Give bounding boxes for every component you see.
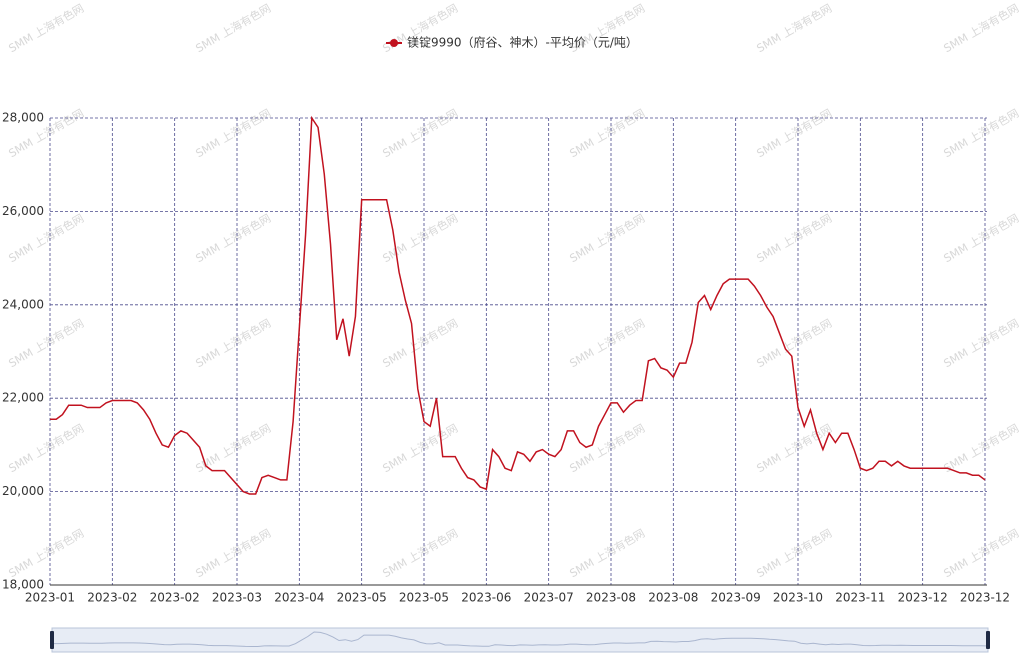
watermark: SMM 上海有色网 [941,421,1021,475]
x-tick-label: 2023-05 [399,591,449,605]
watermark: SMM 上海有色网 [754,1,834,55]
x-tick-label: 2023-06 [461,591,511,605]
x-tick-label: 2023-12 [898,591,948,605]
x-tick-label: 2023-02 [87,591,137,605]
watermark: SMM 上海有色网 [567,316,647,370]
watermark: SMM 上海有色网 [6,526,86,580]
x-tick-label: 2023-11 [835,591,885,605]
watermark: SMM 上海有色网 [754,211,834,265]
watermark: SMM 上海有色网 [193,211,273,265]
y-tick-label: 24,000 [2,297,44,311]
legend-label: 镁锭9990（府谷、神木）-平均价（元/吨） [407,35,638,50]
x-tick-label: 2023-02 [150,591,200,605]
legend-marker [390,39,398,47]
watermark: SMM 上海有色网 [193,526,273,580]
watermark: SMM 上海有色网 [567,106,647,160]
y-tick-label: 20,000 [2,484,44,498]
watermark: SMM 上海有色网 [380,421,460,475]
y-tick-label: 18,000 [2,578,44,592]
zoom-handle[interactable] [986,631,990,649]
watermark: SMM 上海有色网 [6,421,86,475]
x-tick-label: 2023-10 [773,591,823,605]
grid: 18,000 20,000 22,000 24,000 26,000 28,000 2023… [2,111,1010,605]
zoom-preview [52,631,989,647]
watermark: SMM 上海有色网 [567,421,647,475]
watermark: SMM 上海有色网 [941,211,1021,265]
watermark: SMM 上海有色网 [380,316,460,370]
watermark: SMM 上海有色网 [941,316,1021,370]
watermark: SMM 上海有色网 [754,316,834,370]
x-tick-label: 2023-08 [648,591,698,605]
zoom-track [51,627,989,653]
x-tick-label: 2023-04 [274,591,324,605]
x-tick-label: 2023-08 [586,591,636,605]
watermark: SMM 上海有色网 [6,316,86,370]
watermark: SMM 上海有色网 [6,211,86,265]
watermark: SMM 上海有色网 [380,106,460,160]
plot [50,115,986,495]
watermarks: SMM 上海有色网 SMM 上海有色网 SMM 上海有色网 SMM 上海有色网 SMM … [6,1,1021,580]
line [50,115,986,495]
zoom-handle[interactable] [50,631,54,649]
watermark: SMM 上海有色网 [941,526,1021,580]
legend[interactable]: 镁锭9990（府谷、神木）-平均价（元/吨） [386,35,638,50]
x-tick-label: 2023-03 [212,591,262,605]
watermark: SMM 上海有色网 [193,106,273,160]
x-tick-label: 2023-12 [960,591,1010,605]
watermark: SMM 上海有色网 [567,526,647,580]
watermark: SMM 上海有色网 [754,526,834,580]
watermark: SMM 上海有色网 [193,316,273,370]
watermark: SMM 上海有色网 [754,106,834,160]
watermark: SMM 上海有色网 [941,1,1021,55]
y-tick-label: 22,000 [2,391,44,405]
x-tick-label: 2023-01 [25,591,75,605]
watermark: SMM 上海有色网 [941,106,1021,160]
y-tick-label: 28,000 [2,111,44,125]
x-tick-label: 2023-05 [337,591,387,605]
y-tick-label: 26,000 [2,204,44,218]
watermark: SMM 上海有色网 [193,1,273,55]
watermark: SMM 上海有色网 [193,421,273,475]
x-tick-label: 2023-09 [711,591,761,605]
watermark: SMM 上海有色网 [380,526,460,580]
watermark: SMM 上海有色网 [6,1,86,55]
x-tick-label: 2023-07 [524,591,574,605]
watermark: SMM 上海有色网 [380,211,460,265]
watermark: SMM 上海有色网 [567,211,647,265]
data-zoom[interactable] [50,627,990,653]
